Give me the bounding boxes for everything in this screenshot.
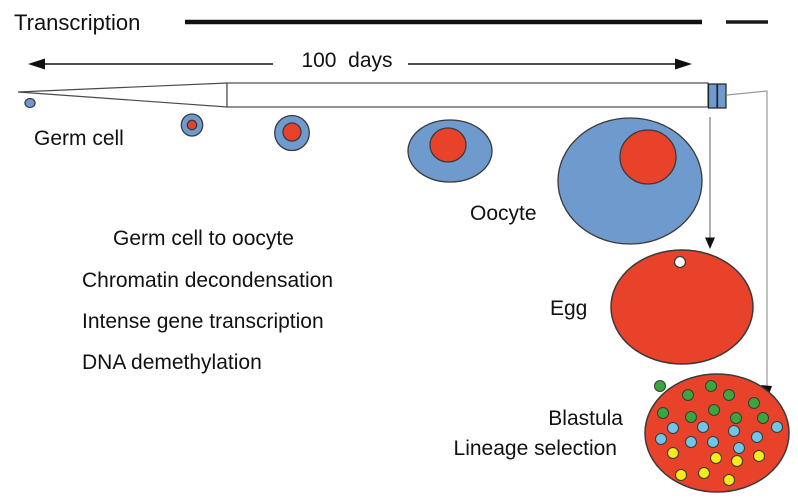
lineage-dot-yellow <box>667 447 679 459</box>
blastula-cell <box>644 373 790 493</box>
bar-end-segment-1 <box>707 83 718 109</box>
blastula-label: Blastula <box>548 407 623 430</box>
lineage-dot-green <box>682 389 694 401</box>
lineage-dot-yellow <box>710 452 722 464</box>
lineage-dot-green <box>723 389 735 401</box>
germ-cell <box>24 97 36 109</box>
egg-group <box>610 249 754 365</box>
arrowhead-right-icon <box>675 58 692 70</box>
polar-body <box>673 255 687 269</box>
timeline-days-label: 100 days <box>301 49 393 72</box>
lineage-dot-green <box>654 380 666 392</box>
blastula-connector-line <box>726 90 768 386</box>
oocyte <box>557 117 703 245</box>
germ-cell-label: Germ cell <box>34 127 124 150</box>
lineage-dot-yellow <box>731 455 743 467</box>
arrowhead-left-icon <box>28 58 45 70</box>
funnel-shape <box>17 82 228 108</box>
lineage-dot-blue <box>728 425 740 437</box>
lineage-dot-blue <box>707 436 719 448</box>
lineage-dot-green <box>657 407 669 419</box>
early-oocyte <box>274 114 310 152</box>
lineage-dot-blue <box>751 431 763 443</box>
note-intense-gene-transcription: Intense gene transcription <box>82 310 324 333</box>
bar-end-segment-2 <box>716 83 727 109</box>
lineage-dot-green <box>685 411 697 423</box>
lineage-dot-green <box>708 404 720 416</box>
lineage-dot-yellow <box>723 474 735 486</box>
lineage-selection-label: Lineage selection <box>453 437 617 460</box>
note-germ-cell-to-oocyte: Germ cell to oocyte <box>113 227 294 250</box>
lineage-dot-blue <box>733 442 745 454</box>
transcription-label: Transcription <box>14 10 141 35</box>
lineage-dot-blue <box>655 433 667 445</box>
lineage-dot-yellow <box>753 450 765 462</box>
lineage-dot-yellow <box>675 469 687 481</box>
note-chromatin-decondensation: Chromatin decondensation <box>82 269 333 292</box>
lineage-dot-green <box>730 412 742 424</box>
cell-stages-group <box>24 97 703 245</box>
growing-oocyte <box>407 119 493 183</box>
blastula-group <box>644 373 790 493</box>
oogonium <box>180 113 204 137</box>
egg-cell <box>610 249 754 365</box>
egg-arrowhead-icon <box>705 237 715 249</box>
lineage-dot-green <box>705 380 717 392</box>
lineage-dot-yellow <box>698 467 710 479</box>
oocyte-label: Oocyte <box>470 202 537 225</box>
lineage-dot-blue <box>697 421 709 433</box>
lineage-dot-green <box>748 397 760 409</box>
timeline-bar <box>226 82 709 108</box>
lineage-dot-blue <box>667 422 679 434</box>
lineage-dot-blue <box>685 436 697 448</box>
egg-label: Egg <box>550 297 588 320</box>
lineage-dot-green <box>757 412 769 424</box>
note-dna-demethylation: DNA demethylation <box>82 351 262 374</box>
lineage-dot-blue <box>771 421 783 433</box>
